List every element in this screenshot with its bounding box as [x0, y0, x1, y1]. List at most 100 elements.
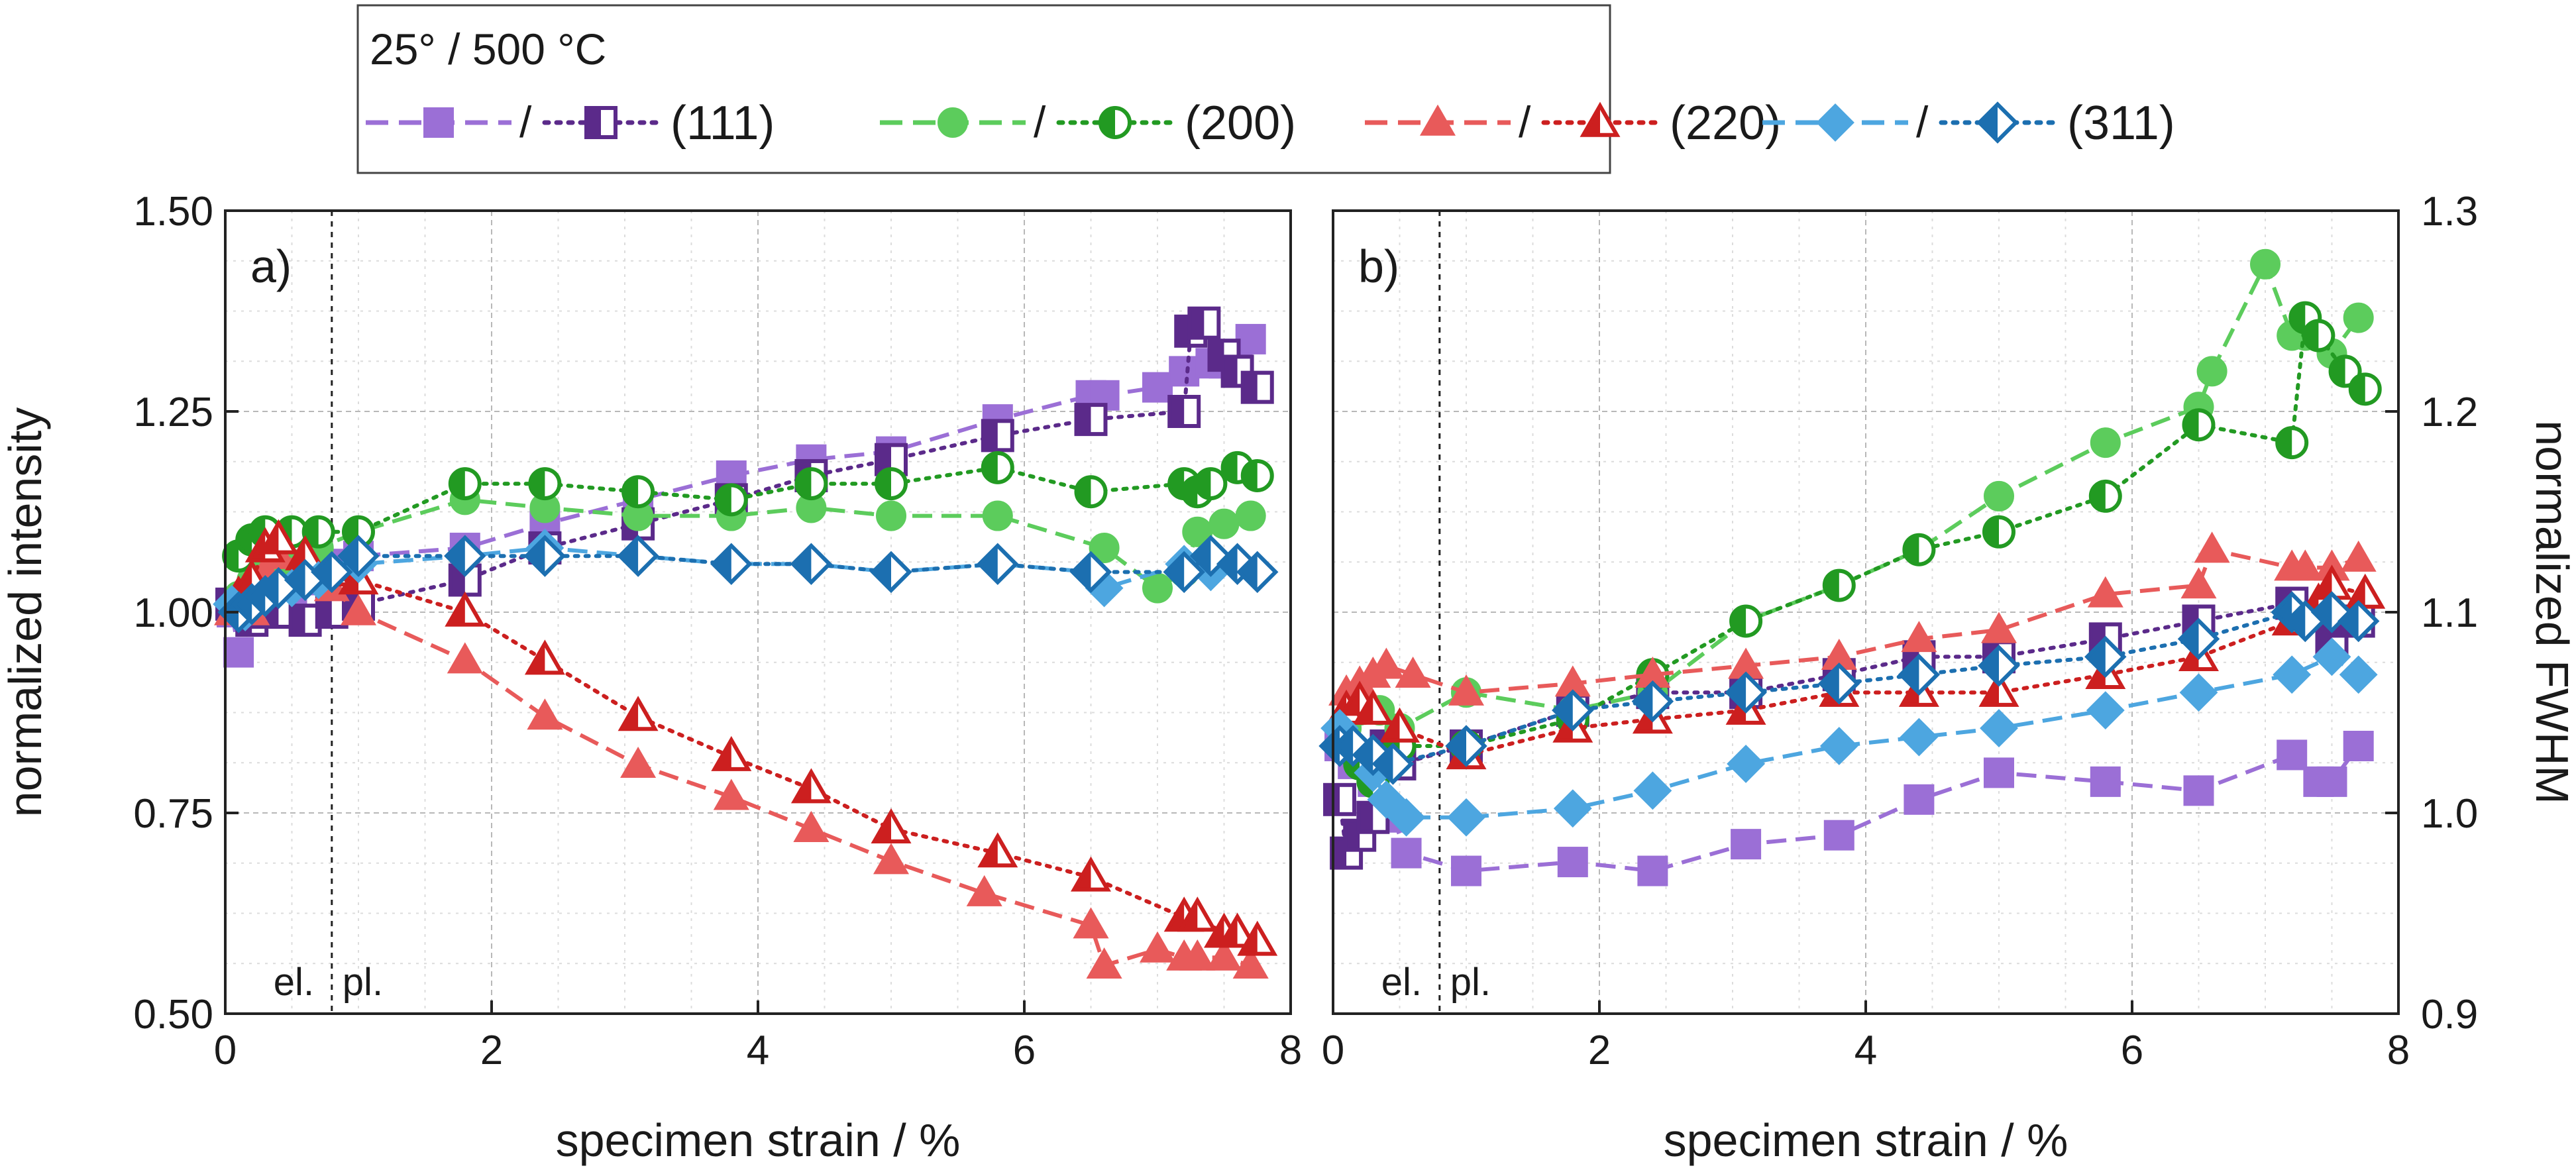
- data-point: [875, 467, 908, 501]
- legend: 25° / 500 °C / (111) / (200) / (220) / (311): [356, 4, 2175, 174]
- data-point: [1167, 395, 1201, 428]
- y-tick-label: 0.75: [133, 791, 213, 837]
- legend-item: / (311): [1762, 97, 2175, 150]
- data-point: [621, 475, 655, 509]
- data-point: [1236, 551, 1279, 594]
- data-point: [617, 696, 659, 731]
- data-point: [2194, 531, 2230, 563]
- data-point: [1323, 782, 1357, 816]
- data-point: [1904, 784, 1935, 815]
- y-tick-label: 1.2: [2421, 390, 2478, 435]
- data-point: [524, 639, 565, 675]
- data-point: [1901, 621, 1937, 653]
- legend-marker: [1419, 104, 1456, 136]
- region-label-elastic: el.: [1381, 961, 1422, 1004]
- data-point: [1187, 306, 1221, 340]
- data-point: [2343, 731, 2374, 761]
- data-point: [1898, 653, 1941, 696]
- data-point: [981, 451, 1014, 484]
- x-tick-label: 4: [747, 1028, 769, 1073]
- x-tick-label: 2: [480, 1028, 503, 1073]
- data-point: [620, 746, 657, 778]
- data-point: [1074, 475, 1108, 509]
- data-point: [2087, 576, 2123, 608]
- data-point: [1169, 356, 1200, 387]
- legend-label: (111): [671, 97, 775, 150]
- data-point: [1208, 508, 1240, 539]
- data-point: [447, 642, 483, 674]
- data-point: [311, 551, 353, 594]
- data-point: [1074, 403, 1108, 437]
- data-point: [1391, 837, 1422, 869]
- data-point: [2086, 691, 2125, 730]
- data-point: [873, 843, 910, 875]
- data-point: [340, 594, 377, 625]
- data-point: [2084, 635, 2127, 678]
- data-point: [1445, 725, 1487, 767]
- data-point: [1557, 847, 1588, 878]
- data-point: [794, 467, 828, 501]
- panel-a: el. pl. 0 2 4 6 8 0.50 0.75 1.00 1.25 1.50 a) specime…: [0, 189, 1302, 1166]
- region-label-plastic: pl.: [1450, 961, 1491, 1004]
- data-point: [2250, 248, 2281, 280]
- legend-marker-half: [1580, 101, 1621, 137]
- data-point: [1086, 947, 1122, 979]
- data-point: [2179, 673, 2218, 712]
- y-tick-label: 0.50: [133, 992, 213, 1038]
- data-point: [523, 535, 566, 577]
- data-point: [1142, 572, 1173, 604]
- legend-marker-half: [1976, 101, 2019, 144]
- legend-marker-half: [1099, 106, 1132, 139]
- data-point: [1448, 674, 1485, 706]
- legend-label: (200): [1185, 97, 1296, 150]
- data-point: [2196, 356, 2227, 387]
- x-tick-label: 6: [1013, 1028, 1036, 1073]
- data-point: [445, 591, 486, 627]
- data-point: [982, 500, 1013, 531]
- legend-frame: [356, 4, 1611, 174]
- data-point: [793, 810, 830, 842]
- panel-b: el. pl. 0 2 4 6 80.9 1.0 1.1 1.2 1.3 b) specimen str…: [1318, 189, 2576, 1166]
- data-point: [1379, 707, 1420, 743]
- data-point: [1980, 612, 2017, 643]
- data-point: [528, 467, 562, 501]
- data-point: [2275, 426, 2309, 460]
- data-point: [870, 551, 912, 594]
- data-point: [1206, 939, 1242, 971]
- panel-label: a): [250, 241, 292, 292]
- data-point: [1217, 912, 1258, 948]
- data-point: [1984, 480, 2014, 511]
- y-axis-label: normalized intensity: [0, 407, 51, 818]
- data-point: [1177, 896, 1218, 932]
- y-tick-label: 1.3: [2421, 189, 2478, 235]
- region-label-elastic: el.: [274, 961, 314, 1004]
- data-point: [1367, 780, 1406, 819]
- data-point: [1823, 820, 1854, 851]
- legend-heading: 25° / 500 °C: [370, 25, 606, 74]
- legend-marker: [423, 107, 454, 138]
- y-tick-label: 1.50: [133, 189, 213, 235]
- data-point: [1139, 931, 1176, 963]
- data-point: [527, 698, 563, 730]
- data-point: [1552, 689, 1594, 731]
- data-point: [617, 535, 659, 577]
- series: [1328, 531, 2377, 706]
- data-point: [258, 519, 299, 555]
- data-point: [1451, 855, 1481, 886]
- y-tick-label: 1.00: [133, 590, 213, 636]
- data-point: [1900, 718, 1939, 757]
- data-point: [2312, 637, 2351, 676]
- series: [217, 535, 1279, 633]
- data-point: [1089, 533, 1120, 564]
- x-axis-label: specimen strain / %: [556, 1114, 961, 1166]
- data-point: [1371, 743, 1415, 785]
- series-line: [237, 498, 1252, 598]
- data-point: [1235, 323, 1266, 354]
- data-point: [444, 535, 486, 577]
- data-point: [1069, 551, 1112, 594]
- legend-marker: [1816, 103, 1854, 142]
- data-point: [2340, 540, 2377, 572]
- data-point: [2316, 766, 2347, 797]
- data-point: [2088, 479, 2122, 513]
